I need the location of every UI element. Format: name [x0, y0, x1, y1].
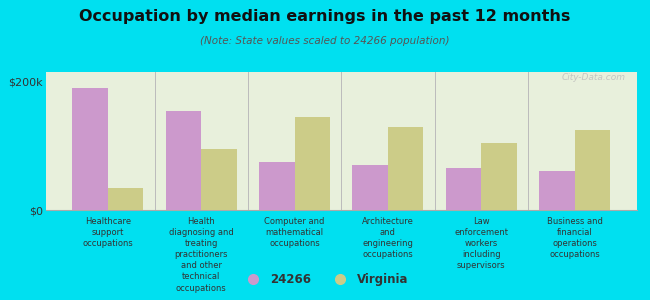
Bar	[72, 88, 108, 210]
Bar	[259, 162, 294, 210]
Text: Occupation by median earnings in the past 12 months: Occupation by median earnings in the pas…	[79, 9, 571, 24]
Bar	[388, 127, 423, 210]
Bar	[294, 117, 330, 210]
Bar	[575, 130, 610, 210]
Text: (Note: State values scaled to 24266 population): (Note: State values scaled to 24266 popu…	[200, 36, 450, 46]
Legend: 24266, Virginia: 24266, Virginia	[237, 269, 413, 291]
Bar	[352, 165, 388, 210]
Bar	[108, 188, 144, 210]
Bar	[481, 142, 517, 210]
Bar	[446, 168, 481, 210]
Bar	[539, 172, 575, 210]
Text: City-Data.com: City-Data.com	[561, 74, 625, 82]
Bar	[166, 110, 202, 210]
Bar	[202, 149, 237, 210]
